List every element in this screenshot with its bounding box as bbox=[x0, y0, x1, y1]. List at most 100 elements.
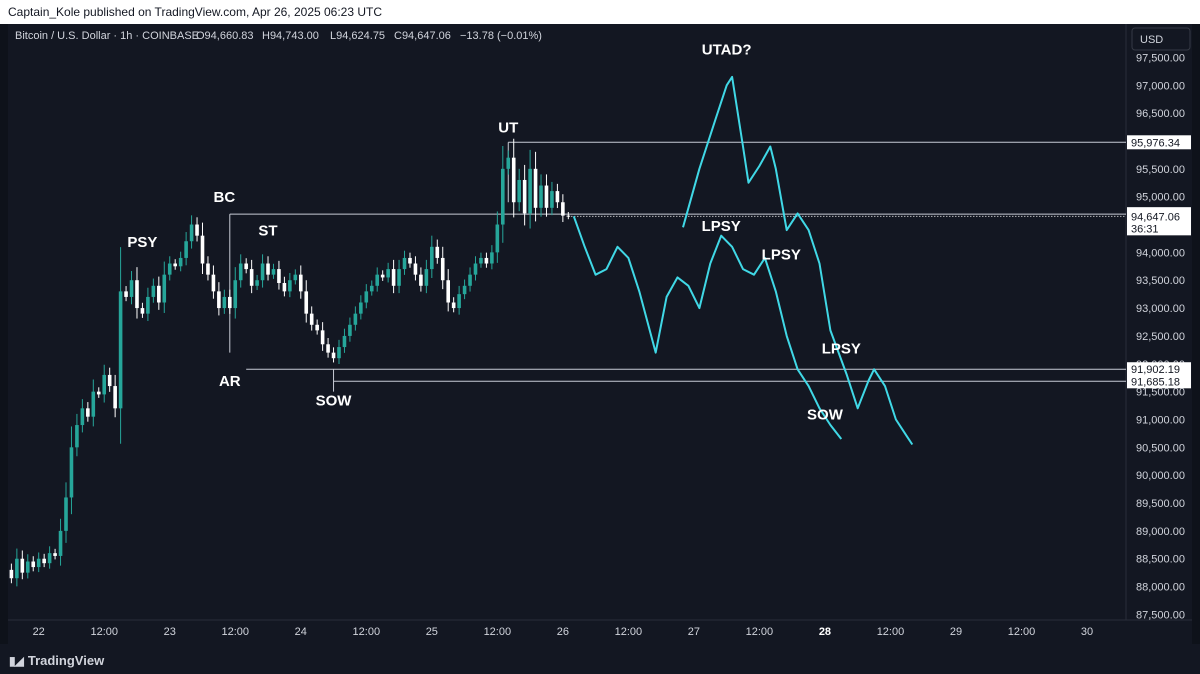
candle bbox=[408, 252, 412, 268]
wyckoff-label: UT bbox=[498, 120, 518, 137]
candle bbox=[249, 259, 254, 294]
y-tick-label: 97,000.00 bbox=[1136, 80, 1185, 92]
y-tick-label: 97,500.00 bbox=[1136, 52, 1185, 64]
candle bbox=[178, 251, 183, 272]
candle bbox=[282, 276, 287, 297]
candle-body bbox=[135, 280, 139, 309]
chart-background bbox=[8, 24, 1192, 644]
candle bbox=[200, 222, 205, 274]
candle-body bbox=[80, 408, 85, 426]
candle-body bbox=[282, 283, 287, 292]
candle-body bbox=[277, 269, 281, 284]
candle bbox=[211, 265, 216, 299]
candle-body bbox=[309, 313, 314, 325]
legend-high: H94,743.00 bbox=[262, 30, 319, 42]
y-tick-label: 90,500.00 bbox=[1136, 442, 1185, 454]
x-tick-label: 22 bbox=[33, 626, 45, 638]
candle bbox=[539, 174, 543, 217]
wyckoff-label: PSY bbox=[127, 234, 157, 251]
candle-body bbox=[348, 324, 352, 336]
candle bbox=[348, 317, 352, 342]
candle-body bbox=[206, 263, 210, 275]
candle bbox=[238, 254, 243, 288]
candle bbox=[75, 413, 79, 457]
candle bbox=[162, 261, 167, 313]
candle-body bbox=[107, 374, 112, 387]
candle bbox=[266, 256, 270, 281]
candle bbox=[195, 217, 199, 242]
candle-body bbox=[36, 558, 41, 568]
candle-body bbox=[124, 291, 128, 297]
candle bbox=[20, 550, 25, 580]
candle-body bbox=[408, 257, 412, 264]
candle bbox=[566, 212, 571, 220]
x-tick-label: 12:00 bbox=[484, 626, 512, 638]
tradingview-logo[interactable]: ▮◢ TradingView bbox=[9, 653, 104, 668]
x-tick-label: 28 bbox=[819, 626, 831, 638]
candle bbox=[53, 548, 57, 560]
candle-body bbox=[561, 202, 565, 216]
level-price-tag bbox=[1127, 362, 1191, 377]
legend-low: L94,624.75 bbox=[330, 30, 385, 42]
legend-close: C94,647.06 bbox=[394, 30, 451, 42]
currency-button-frame[interactable] bbox=[1131, 27, 1191, 51]
x-tick-label: 12:00 bbox=[90, 626, 118, 638]
candle-body bbox=[369, 285, 374, 292]
x-tick-label: 24 bbox=[295, 626, 307, 638]
candle bbox=[304, 280, 309, 323]
candle bbox=[364, 284, 369, 309]
candle-body bbox=[342, 335, 347, 348]
candle bbox=[430, 235, 434, 278]
candle-body bbox=[320, 330, 325, 345]
candle-body bbox=[490, 252, 494, 264]
candle bbox=[484, 252, 489, 268]
candle bbox=[380, 270, 385, 281]
candle bbox=[397, 259, 401, 294]
candle-body bbox=[402, 257, 407, 270]
candle-body bbox=[69, 447, 74, 498]
candle bbox=[113, 374, 117, 418]
candle-body bbox=[96, 391, 101, 395]
candle bbox=[9, 563, 14, 584]
candle bbox=[413, 256, 418, 281]
candle bbox=[561, 194, 565, 223]
wyckoff-label: UTAD? bbox=[702, 42, 752, 59]
candle-body bbox=[337, 347, 341, 359]
candle-body bbox=[140, 308, 145, 314]
candle-body bbox=[419, 274, 423, 286]
candle-body bbox=[266, 263, 270, 275]
candle bbox=[184, 232, 188, 266]
candle bbox=[288, 272, 292, 298]
candle bbox=[495, 211, 500, 263]
candle-body bbox=[64, 497, 68, 531]
candle bbox=[135, 267, 139, 319]
chart-frame[interactable]: PSY BC ST AR SOW UT UTAD? LPSY LPSY LPSY SOW 87,50… bbox=[8, 24, 1192, 644]
candle-body bbox=[566, 215, 571, 217]
y-tick-label: 94,000.00 bbox=[1136, 247, 1185, 259]
candle-body bbox=[462, 285, 467, 295]
x-tick-label: 12:00 bbox=[615, 626, 643, 638]
candle bbox=[42, 553, 46, 568]
candle bbox=[451, 297, 456, 313]
candle-body bbox=[200, 235, 205, 264]
candle-body bbox=[20, 558, 25, 573]
candle-body bbox=[255, 280, 259, 286]
bar-countdown-label: 36:31 bbox=[1131, 223, 1159, 235]
candle bbox=[369, 280, 374, 296]
currency-button[interactable]: USD bbox=[1140, 34, 1163, 46]
candle bbox=[31, 556, 36, 572]
candle bbox=[533, 151, 538, 222]
candle bbox=[337, 339, 341, 364]
candle bbox=[47, 546, 52, 569]
candle bbox=[118, 247, 123, 444]
candle bbox=[151, 278, 156, 303]
candle-body bbox=[31, 561, 36, 568]
candle bbox=[206, 256, 210, 281]
candle-body bbox=[528, 168, 532, 214]
x-tick-label: 23 bbox=[164, 626, 176, 638]
candle-body bbox=[304, 291, 309, 314]
chart-canvas[interactable]: PSY BC ST AR SOW UT UTAD? LPSY LPSY LPSY SOW 87,50… bbox=[8, 24, 1192, 644]
y-tick-label: 87,500.00 bbox=[1136, 609, 1185, 621]
candle bbox=[490, 245, 494, 270]
candle-body bbox=[238, 263, 243, 281]
